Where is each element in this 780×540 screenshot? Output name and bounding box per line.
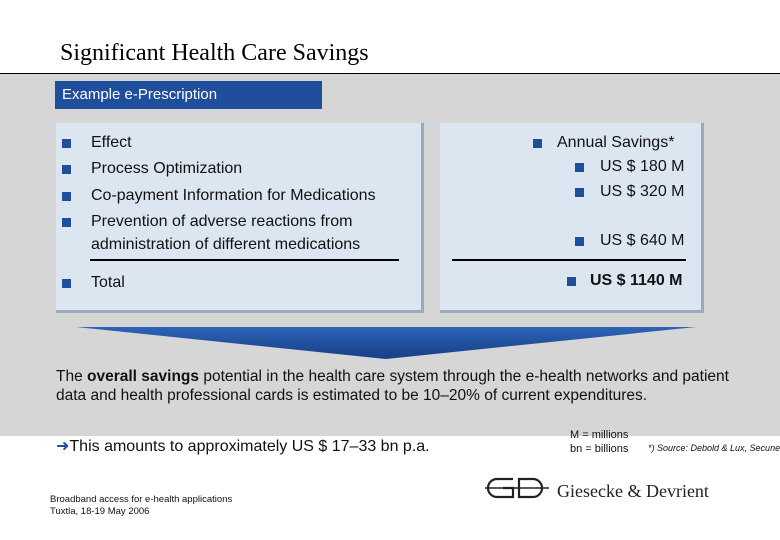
bullet-icon xyxy=(575,188,584,197)
savings-total-value: US $ 1140 M xyxy=(590,272,683,289)
legend-billions: bn = billions xyxy=(570,443,629,455)
footer-line-1: Broadband access for e-health applicatio… xyxy=(50,494,233,505)
title-divider xyxy=(0,73,780,74)
effects-box xyxy=(56,123,424,313)
overall-savings-paragraph: The overall savings potential in the hea… xyxy=(56,367,736,405)
bullet-icon xyxy=(62,218,71,227)
bullet-icon xyxy=(62,192,71,201)
bullet-icon xyxy=(533,139,542,148)
effect-prevention-line1: Prevention of adverse reactions from xyxy=(91,213,353,230)
paragraph-text-start: The xyxy=(56,368,88,385)
legend-millions: M = millions xyxy=(570,429,629,441)
paragraph-emphasis: overall savings xyxy=(87,368,200,385)
bullet-icon xyxy=(62,139,71,148)
footer-event-info: Broadband access for e-health applicatio… xyxy=(50,494,232,518)
paragraph-text-end: potential in the health care system thro… xyxy=(56,368,729,404)
right-arrow-icon: ➜ xyxy=(56,438,70,455)
effect-prevention-line2: administration of different medications xyxy=(91,236,361,253)
savings-value-1: US $ 180 M xyxy=(600,158,685,175)
total-divider-right xyxy=(452,259,686,261)
conclusion-text: This amounts to approximately US $ 17–33… xyxy=(69,438,430,455)
giesecke-devrient-logo-icon xyxy=(485,477,549,499)
conclusion-line: ➜This amounts to approximately US $ 17–3… xyxy=(56,436,430,456)
footer-line-2: Tuxtla, 18-19 May 2006 xyxy=(50,506,150,517)
example-tab-label: Example e-Prescription xyxy=(55,81,322,109)
bullet-icon xyxy=(62,279,71,288)
down-arrow-icon xyxy=(76,327,696,359)
savings-value-3: US $ 640 M xyxy=(600,232,685,249)
bullet-icon xyxy=(567,277,576,286)
bullet-icon xyxy=(62,165,71,174)
bullet-icon xyxy=(575,163,584,172)
bullet-icon xyxy=(575,237,584,246)
total-label: Total xyxy=(91,274,125,291)
brand-name: Giesecke & Devrient xyxy=(557,481,709,501)
slide-title: Significant Health Care Savings xyxy=(60,40,369,66)
annual-savings-header: Annual Savings* xyxy=(557,134,675,151)
unit-legend: M = millions bn = billions xyxy=(570,428,628,456)
effect-header: Effect xyxy=(91,134,132,151)
effect-process-optimization: Process Optimization xyxy=(91,160,243,177)
effect-copayment-info: Co-payment Information for Medications xyxy=(91,187,376,204)
source-note: *) Source: Debold & Lux, Secunet xyxy=(648,443,780,453)
savings-value-2: US $ 320 M xyxy=(600,183,685,200)
total-divider-left xyxy=(90,259,399,261)
